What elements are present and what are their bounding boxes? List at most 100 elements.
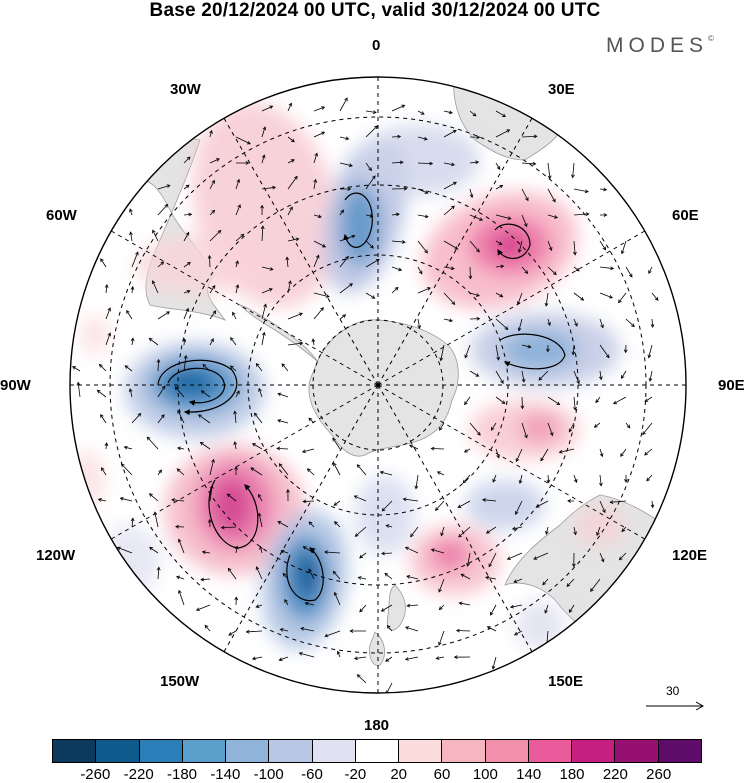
wind-vector [469,160,480,165]
wind-vector [521,214,528,228]
wind-vector [430,548,445,554]
wind-vector [391,160,404,165]
wind-vector [287,175,298,190]
wind-vector [234,596,239,606]
wind-vector [468,266,473,280]
wind-vector [250,467,263,476]
wind-vector [595,396,601,404]
colorbar-tick-label: 60 [433,766,451,783]
wind-vector [177,446,185,451]
wind-vector [287,159,295,164]
wind-vector [464,396,471,406]
wind-vector [105,332,112,346]
wind-vector [612,396,627,405]
colorbar-tick-label: 260 [646,766,672,783]
wind-vector [313,292,330,298]
wind-vector [235,390,240,398]
wind-vector [593,422,601,428]
wind-vector [486,626,497,632]
wind-vector [183,289,191,294]
meridian-line [223,384,379,652]
wind-vector [379,470,393,476]
wind-vector [381,551,393,556]
wind-vector [417,266,423,275]
wind-vector [302,499,315,504]
wind-vector [209,458,215,476]
wind-vector [277,419,289,424]
wind-vector [365,110,377,115]
wind-vector [229,365,237,372]
wind-vector [599,552,605,563]
graticule [70,77,686,693]
wind-vector [521,370,526,383]
wind-vector [278,656,289,662]
wind-vector [178,589,185,606]
wind-vector [439,422,445,431]
wind-vector [235,284,240,294]
map-title: Base 20/12/2024 00 UTC, valid 30/12/2024… [149,0,601,21]
colorbar-tick-label: 140 [516,766,542,783]
wind-vector [381,500,393,512]
wind-vector [277,521,289,528]
wind-vector [492,474,497,483]
wind-vector [105,307,111,320]
wind-vector [146,436,159,450]
wind-vector [209,229,222,242]
wind-vector [546,344,550,353]
wind-vector [485,575,497,580]
wind-vector [195,604,211,612]
wind-vector [183,307,190,320]
wind-vector [417,318,422,330]
wind-vector [495,162,501,170]
wind-vector [365,125,378,138]
wind-vector [260,225,265,242]
meridian-line [377,118,533,386]
lon-label-90w: 90W [0,377,31,394]
wind-vector [458,526,471,538]
wind-vector [209,158,220,164]
wind-vector [339,283,353,294]
wind-vector [278,463,289,476]
wind-vector [308,568,315,580]
wind-vector [443,181,457,190]
wind-vector [417,161,434,166]
wind-vector [469,316,481,321]
wind-vector [573,318,578,327]
wind-vector [533,552,549,560]
wind-vector [98,363,107,372]
wind-vector [287,136,295,143]
wind-vector [438,630,445,646]
wind-vector [547,396,561,406]
wind-vector [157,469,162,476]
lon-label-150w: 150W [160,673,200,690]
wind-vector [573,266,580,272]
wind-vector [280,549,289,554]
wind-vector [156,566,161,580]
meridians [70,77,686,693]
wind-vector [313,152,318,164]
south-pole [376,383,380,387]
wind-vector [258,493,263,502]
wind-vector [306,468,315,476]
wind-vector [261,288,273,294]
wind-vector [567,499,575,503]
streamlines [157,192,566,602]
colorbar-tick-label: 180 [559,766,585,783]
wind-vector [568,422,575,433]
wind-vector [72,366,81,372]
wind-vector [148,337,159,346]
wind-vector [313,240,327,248]
wind-vector [402,497,419,502]
wind-vector [521,134,538,139]
meridian-line [377,230,645,386]
wind-vector [457,500,471,508]
wind-vector [491,656,497,670]
wind-vector [313,307,324,320]
wind-vector [469,422,481,436]
modes-logo: MODES© [606,34,714,58]
colorbar-tick-label: -20 [344,766,367,783]
wind-vector [495,110,507,118]
vector-reference: 30 [644,684,708,714]
wind-vector [460,573,471,580]
wind-vector [332,570,341,580]
